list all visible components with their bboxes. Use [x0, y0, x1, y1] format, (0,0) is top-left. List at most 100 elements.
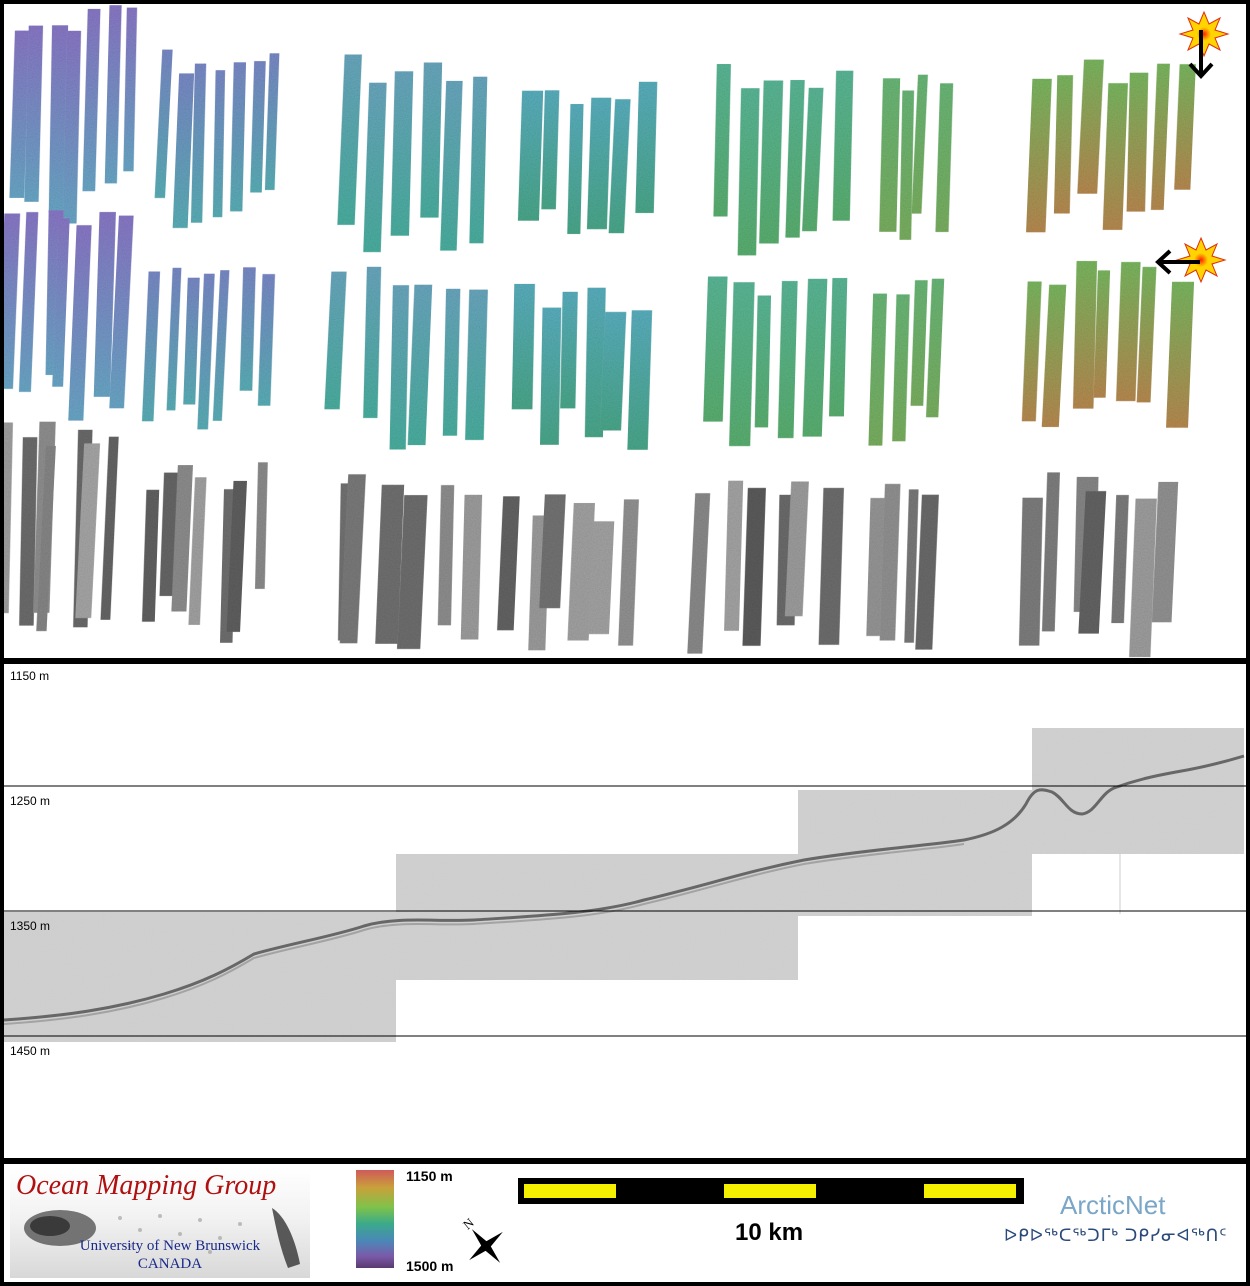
swath-strip [52, 218, 70, 387]
swath-strip [197, 273, 215, 430]
profile-canvas [4, 728, 1246, 1042]
swath-strip [154, 49, 173, 198]
swath-strip [911, 74, 928, 214]
swath-strip [1116, 262, 1141, 402]
ocean-mapping-group-logo: Ocean Mapping Group University of New Br… [10, 1168, 310, 1278]
swath-group-r3-c4 [497, 494, 639, 651]
arcticnet-logo-text: ArcticNet [1060, 1190, 1166, 1220]
swath-strip [420, 62, 443, 218]
swath-strip [1136, 266, 1157, 403]
swath-strip [1126, 72, 1149, 212]
sonar-segments [4, 728, 1244, 1042]
swath-strip [324, 271, 347, 410]
swath-strip [1078, 491, 1107, 634]
swath-strip [36, 445, 56, 632]
swath-strip [93, 212, 116, 397]
swath-strip [584, 287, 606, 438]
swath-strip [1041, 284, 1067, 428]
swath-strip [250, 61, 266, 193]
swath-strip [567, 503, 595, 641]
swath-strip [587, 521, 615, 635]
swath-strip [777, 281, 798, 439]
swath-strip [389, 285, 410, 450]
swath-strip [915, 494, 939, 650]
swath-strip [75, 443, 101, 618]
swath-strip [904, 489, 919, 643]
swath-group-r1-c6 [879, 74, 954, 240]
swath-strip [1129, 498, 1157, 658]
swath-group-r1-c5 [713, 64, 854, 256]
swath-strip [784, 481, 809, 617]
swath-strip [171, 465, 193, 612]
swath-strip [212, 270, 230, 421]
swath-group-r1-c4 [517, 81, 658, 234]
arrow-left-icon [1155, 249, 1200, 275]
university-country: CANADA [137, 1256, 203, 1272]
swath-strip [390, 71, 414, 236]
swath-strip [1072, 261, 1098, 409]
swath-strip [1174, 64, 1196, 190]
swath-strip [48, 25, 69, 213]
swath-strip [460, 494, 483, 640]
swath-strip [899, 90, 915, 240]
swath-strip [437, 485, 455, 626]
swath-strip [407, 284, 433, 446]
swath-group-r2-c6 [868, 278, 945, 446]
depth-label-1350: 1350 m [10, 919, 51, 933]
swath-strip [608, 99, 631, 234]
swath-strip [635, 81, 658, 213]
swath-strip [832, 70, 854, 221]
swath-group-r2-c5 [703, 276, 848, 447]
swath-strip [264, 53, 280, 190]
swath-strip [829, 278, 848, 417]
swath-group-r2-c2 [141, 267, 276, 430]
seafloor-reflector [4, 754, 1245, 1022]
maps-canvas [4, 5, 1230, 658]
swath-strip [1166, 281, 1195, 428]
swath-strip [742, 487, 766, 646]
swath-strip [1018, 497, 1043, 646]
swath-group-r3-c6 [866, 483, 939, 650]
swath-strip [879, 483, 901, 641]
swath-strip [586, 97, 612, 230]
swath-strip [713, 64, 731, 217]
swath-strip [375, 484, 405, 644]
depth-colorbar [356, 1170, 394, 1268]
swath-strip [759, 80, 784, 244]
depth-label-1150: 1150 m [10, 669, 50, 683]
swath-strip [1077, 59, 1104, 194]
swath-strip [18, 212, 39, 392]
swath-strip [82, 8, 101, 192]
swath-group-r1-c3 [337, 54, 488, 253]
swath-strip [802, 278, 828, 437]
swath-strip [511, 283, 535, 410]
scale-bar [518, 1178, 1024, 1204]
swath-strip [442, 288, 461, 436]
multibeam-maps-panel [4, 4, 1246, 658]
swath-strip [141, 489, 160, 622]
swath-group-r3-c1 [4, 421, 119, 632]
north-arrow-icon [469, 1229, 503, 1263]
swath-strip [539, 307, 562, 445]
swath-strip [465, 289, 488, 440]
swath-strip [123, 7, 138, 172]
swath-strip [141, 271, 161, 422]
subbottom-profile-panel: 1150 m 1250 m 1350 m 1450 m [4, 664, 1246, 1158]
swath-strip [109, 215, 134, 409]
swath-strip [100, 436, 119, 620]
swath-strip [754, 295, 772, 428]
swath-strip [363, 266, 382, 418]
swath-strip [517, 90, 544, 221]
depth-gridlines [4, 785, 1246, 1037]
swath-strip [785, 80, 805, 238]
swath-group-r3-c7 [1018, 472, 1179, 658]
swath-strip [9, 30, 30, 198]
swath-group-r1-c1 [9, 5, 138, 224]
swath-strip [239, 267, 256, 391]
swath-strip [910, 280, 928, 406]
swath-group-r2-c7 [1021, 261, 1195, 428]
depth-label-1250: 1250 m [10, 794, 51, 808]
swath-strip [1021, 281, 1042, 422]
swath-strip [926, 278, 945, 418]
colorbar-bottom-label: 1500 m [406, 1258, 454, 1274]
